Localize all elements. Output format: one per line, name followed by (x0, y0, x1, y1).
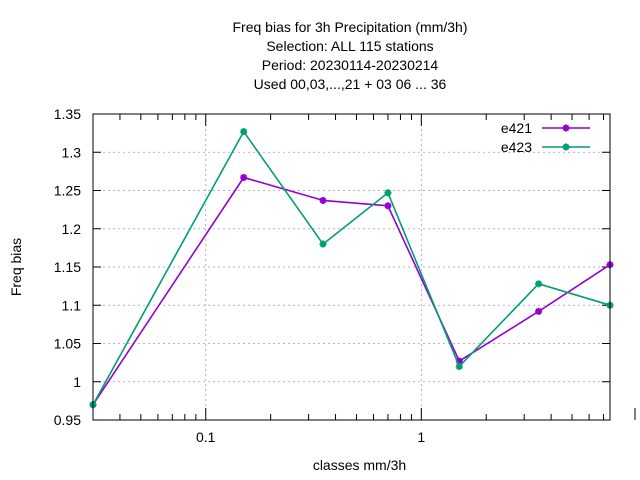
x-tick-labels: 0.1 1 (196, 429, 425, 445)
data-point-e423 (240, 128, 248, 136)
series-line-e423 (92, 130, 611, 406)
data-point-e423 (455, 362, 463, 370)
y-tick-label: 0.95 (54, 412, 81, 428)
grid-lines (93, 114, 610, 420)
x-tick-label: 0.1 (196, 429, 216, 445)
data-point-e421 (240, 173, 248, 181)
legend: e421 e423 (501, 120, 590, 155)
y-tick-label: 1.25 (54, 183, 81, 199)
legend-label-e423: e423 (501, 139, 532, 155)
data-point-e421 (535, 307, 543, 315)
title-line-4: Used 00,03,...,21 + 03 06 ... 36 (254, 76, 447, 92)
y-tick-labels: 0.95 1 1.05 1.1 1.15 1.2 1.25 1.3 1.35 (54, 106, 81, 428)
title-line-2: Selection: ALL 115 stations (266, 38, 433, 54)
y-tick-label: 1.15 (54, 259, 81, 275)
y-tick-label: 1.05 (54, 336, 81, 352)
y-tick-label: 1 (73, 374, 81, 390)
data-series (89, 128, 614, 409)
legend-marker-e421 (562, 124, 570, 132)
data-point-e423 (384, 189, 392, 197)
y-axis-label: Freq bias (8, 238, 24, 296)
y-tick-label: 1.1 (62, 297, 82, 313)
title-line-3: Period: 20230114-20230214 (262, 57, 439, 73)
data-point-e421 (384, 202, 392, 210)
y-tick-label: 1.35 (54, 106, 81, 122)
data-point-e423 (319, 240, 327, 248)
title-line-1: Freq bias for 3h Precipitation (mm/3h) (233, 19, 468, 35)
y-tick-label: 1.3 (62, 144, 82, 160)
series-e421 (89, 173, 614, 409)
y-tick-label: 1.2 (62, 221, 82, 237)
legend-marker-e423 (562, 143, 570, 151)
chart-title: Freq bias for 3h Precipitation (mm/3h) Se… (233, 19, 468, 92)
data-point-e423 (535, 280, 543, 288)
data-point-e421 (319, 196, 327, 204)
data-point-e421 (455, 357, 463, 365)
series-e423 (89, 128, 614, 409)
x-axis-label: classes mm/3h (313, 457, 406, 473)
legend-label-e421: e421 (501, 120, 532, 136)
plot-frame (92, 113, 611, 421)
x-tick-label: 1 (417, 429, 425, 445)
